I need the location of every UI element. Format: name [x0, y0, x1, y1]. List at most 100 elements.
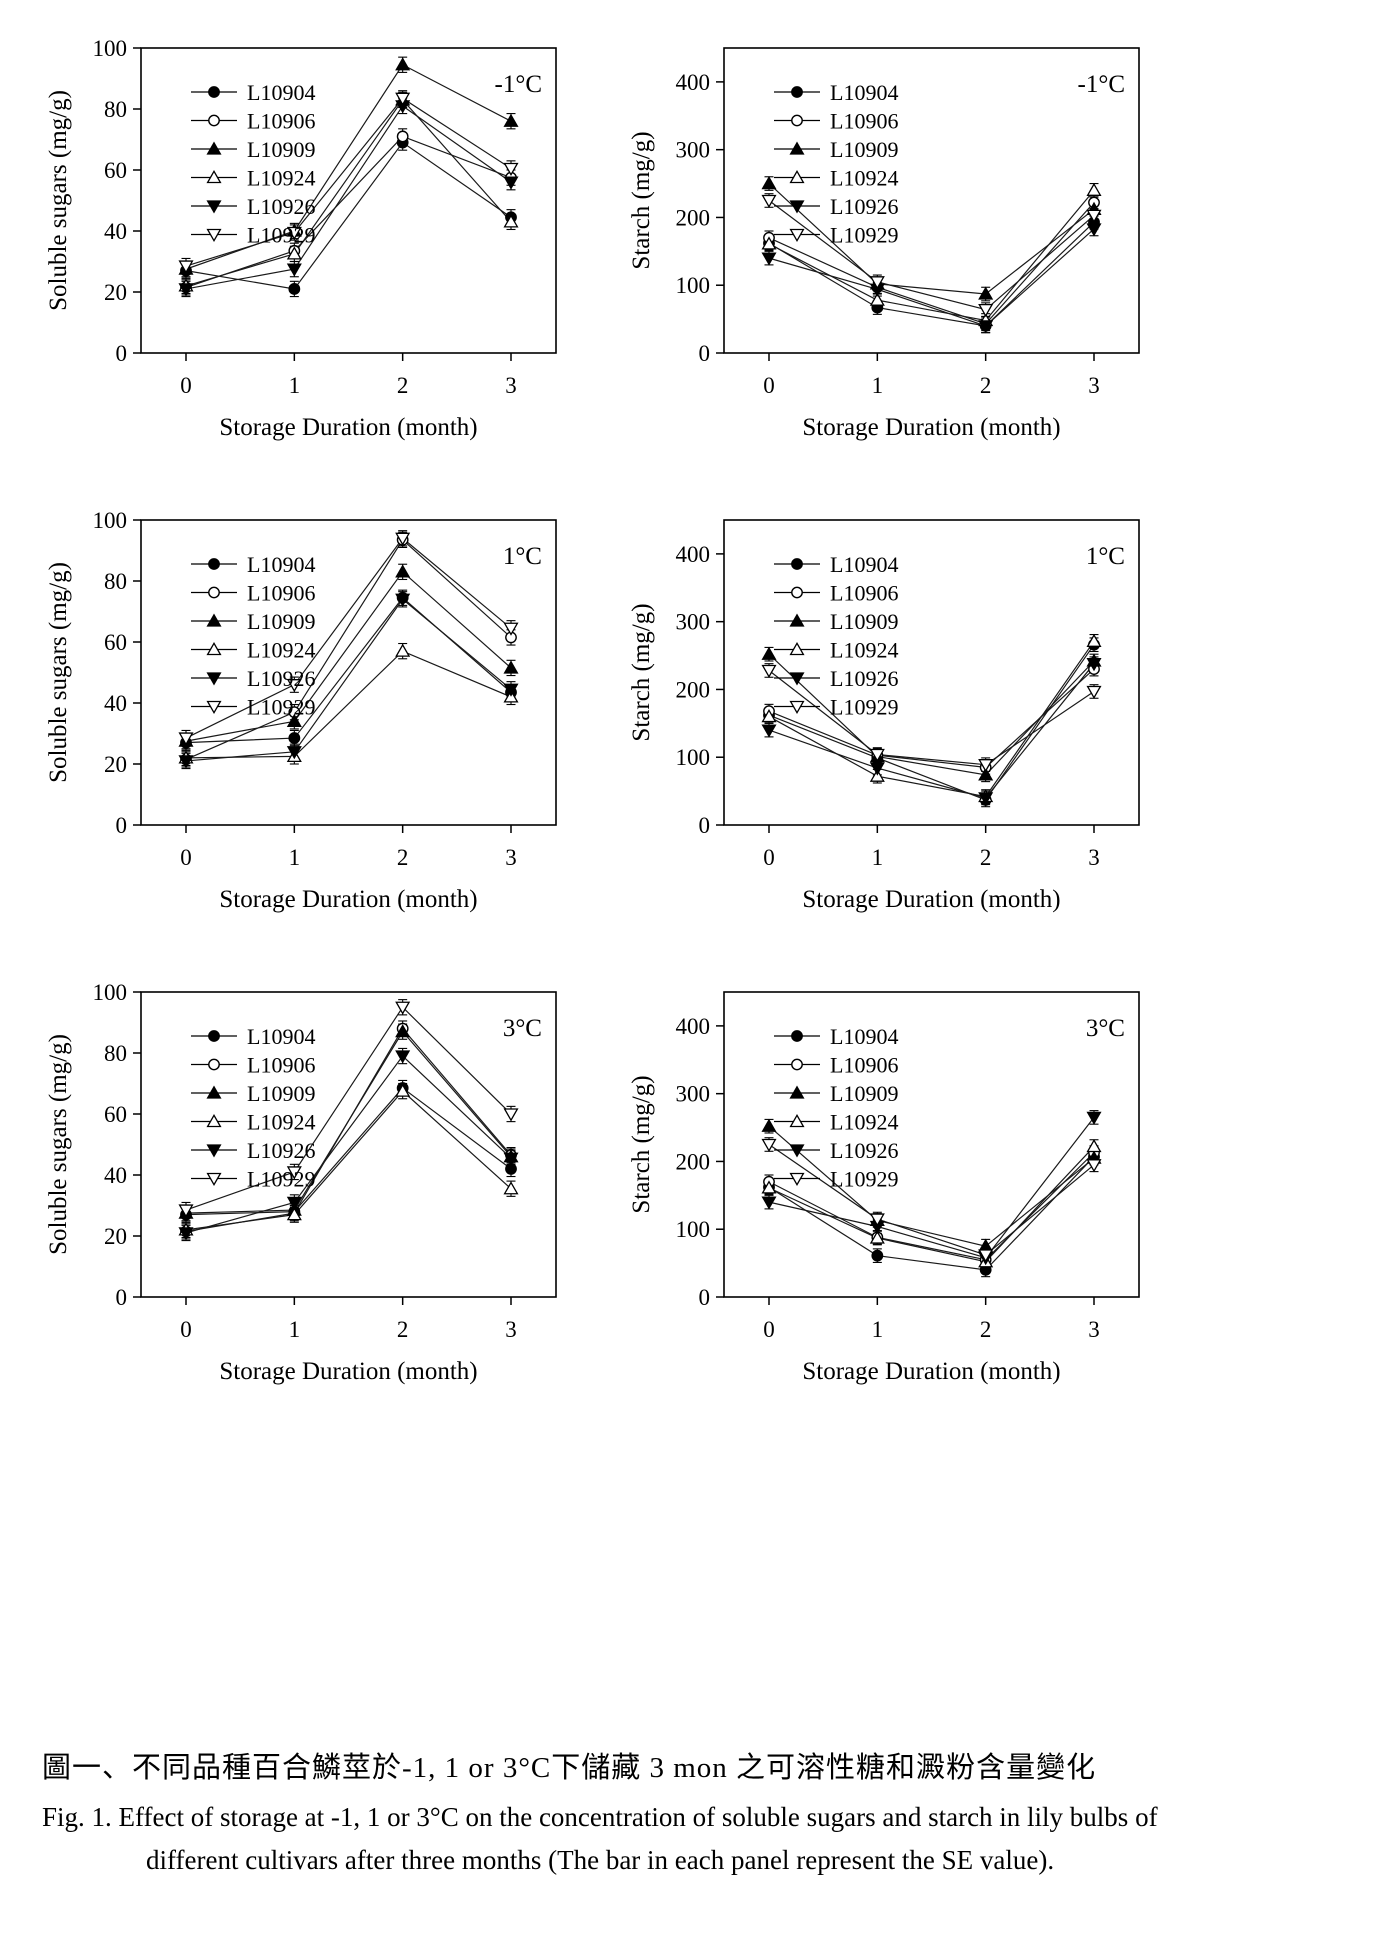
chart-svg: 0 100 200 300 400 0 1 2 3 Storage Duration (month… [628, 991, 1140, 1385]
point-L10924-m0 [761, 709, 777, 723]
legend-marker-L10909 [206, 1085, 222, 1099]
legend-marker-L10906 [208, 586, 220, 599]
x-tick-label: 0 [180, 1317, 192, 1342]
x-tick-label: 3 [505, 845, 517, 870]
legend-label-L10904: L10904 [247, 1024, 315, 1049]
series-line-L10926 [185, 1055, 512, 1234]
legend-marker-L10906 [791, 586, 803, 599]
point-L10926-m0 [178, 1227, 194, 1241]
point-L10926-m0 [178, 283, 194, 297]
series-line-L10909 [768, 1125, 1095, 1247]
y-tick-label: 400 [676, 1014, 711, 1039]
y-tick-label: 400 [676, 70, 711, 95]
series-line-L10904 [185, 141, 512, 290]
y-tick-label: 20 [104, 752, 127, 777]
point-L10924-m1 [869, 292, 885, 306]
x-tick-label: 2 [980, 373, 992, 398]
temperature-label: 3°C [1086, 1015, 1125, 1042]
x-tick-label: 2 [397, 373, 409, 398]
point-L10924-m3 [503, 214, 519, 228]
point-L10924-m3 [1086, 633, 1102, 647]
point-L10926-m1 [869, 762, 885, 776]
legend-marker-L10906 [208, 1058, 220, 1071]
series-line-L10929 [185, 537, 512, 739]
legend-marker-L10926 [789, 672, 805, 686]
point-L10929-m2 [395, 1001, 411, 1015]
series-line-L10929 [185, 97, 512, 267]
series-line-L10926 [185, 598, 512, 762]
legend-label-L10926: L10926 [830, 1138, 898, 1163]
y-tick-label: 300 [676, 1082, 711, 1107]
legend-marker-L10929 [789, 700, 805, 715]
series-line-L10926 [768, 663, 1095, 799]
point-L10909-m0 [761, 1118, 777, 1132]
plot-frame [723, 47, 1140, 354]
y-tick-label: 100 [93, 980, 128, 1005]
series-line-L10909 [185, 1030, 512, 1214]
temperature-label: -1°C [1078, 71, 1126, 98]
series-line-L10926 [768, 228, 1095, 327]
y-tick-label: 80 [104, 1041, 127, 1066]
point-L10909-m1 [286, 713, 302, 727]
series-line-L10906 [768, 202, 1095, 325]
legend-marker-L10924 [789, 641, 805, 656]
point-L10926-m0 [761, 252, 777, 266]
legend-marker-L10909 [789, 141, 805, 155]
x-tick-label: 1 [872, 845, 884, 870]
y-axis-title: Starch (mg/g) [628, 603, 655, 741]
legend-marker-L10926 [789, 200, 805, 214]
legend-marker-L10906 [791, 1058, 803, 1071]
chart-svg: 0 100 200 300 400 0 1 2 3 Storage Duration (month… [628, 519, 1140, 913]
x-tick-label: 3 [505, 373, 517, 398]
legend-marker-L10906 [791, 114, 803, 127]
legend-label-L10926: L10926 [247, 1138, 315, 1163]
figure-caption: 圖一、不同品種百合鱗莖於-1, 1 or 3°C下儲藏 3 mon 之可溶性糖和… [42, 1744, 1381, 1882]
series-line-L10904 [768, 644, 1095, 801]
series-line-L10926 [768, 1117, 1095, 1259]
point-L10929-m1 [869, 748, 885, 763]
legend-marker-L10926 [789, 1144, 805, 1158]
point-L10904-m1 [288, 732, 301, 744]
point-L10926-m1 [286, 263, 302, 277]
point-L10924-m3 [1086, 182, 1102, 196]
y-tick-label: 300 [676, 610, 711, 635]
point-L10926-m2 [978, 792, 994, 806]
point-L10926-m1 [286, 1196, 302, 1210]
series-line-L10924 [185, 98, 512, 287]
series-line-L10904 [185, 1087, 512, 1216]
legend-label-L10904: L10904 [830, 1024, 898, 1049]
chart-svg: 0 20 40 60 80 100 0 1 2 3 Storage Duration (month)… [45, 508, 557, 913]
y-tick-label: 40 [104, 691, 127, 716]
y-tick-label: 100 [676, 1217, 711, 1242]
point-L10909-m3 [503, 660, 519, 674]
legend-label-L10929: L10929 [830, 223, 898, 248]
x-tick-label: 2 [397, 845, 409, 870]
point-L10906-m2 [396, 130, 409, 143]
y-axis-title: Soluble sugars (mg/g) [45, 90, 72, 311]
series-line-L10924 [768, 640, 1095, 798]
y-tick-label: 200 [676, 677, 711, 702]
y-tick-label: 100 [93, 36, 128, 61]
series-line-L10924 [768, 1146, 1095, 1263]
x-tick-label: 0 [763, 373, 775, 398]
point-L10926-m3 [1086, 658, 1102, 672]
point-L10924-m1 [869, 1230, 885, 1244]
legend-marker-L10924 [789, 1113, 805, 1128]
point-L10924-m0 [761, 1180, 777, 1194]
y-tick-label: 400 [676, 542, 711, 567]
x-tick-label: 1 [872, 373, 884, 398]
x-tick-label: 0 [180, 845, 192, 870]
caption-english-line1: Fig. 1. Effect of storage at -1, 1 or 3°… [42, 1802, 1158, 1832]
legend-label-L10924: L10924 [247, 638, 315, 663]
caption-chinese: 圖一、不同品種百合鱗莖於-1, 1 or 3°C下儲藏 3 mon 之可溶性糖和… [42, 1752, 1097, 1784]
point-L10929-m3 [503, 1108, 519, 1122]
point-L10929-m1 [286, 1166, 302, 1180]
point-L10929-m2 [395, 92, 411, 106]
figure-page: 0 20 40 60 80 100 0 1 2 3 Storage Duration (month)… [42, 36, 1381, 1882]
y-tick-label: 100 [676, 745, 711, 770]
legend-label-L10909: L10909 [247, 609, 315, 634]
legend-marker-L10929 [206, 228, 222, 243]
x-axis-title: Storage Duration (month) [219, 886, 477, 913]
legend-label-L10904: L10904 [830, 80, 898, 105]
chart-svg: 0 20 40 60 80 100 0 1 2 3 Storage Duration (month)… [45, 36, 557, 441]
